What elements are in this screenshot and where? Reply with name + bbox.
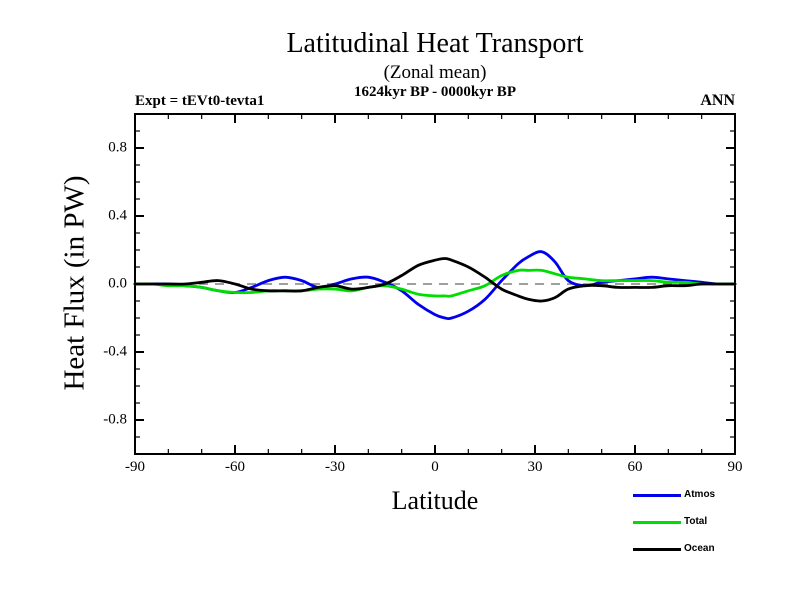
x-tick-label: 30 [527,459,543,475]
legend-label: Atmos [684,489,716,500]
experiment-label: Expt = tEVt0-tevta1 [135,93,265,109]
legend-label: Total [684,516,708,527]
legend-swatch-total [633,521,681,524]
x-tick-label: 90 [727,459,743,475]
chart-subtitle: (Zonal mean) [383,62,487,83]
x-tick-label: 0 [431,459,439,475]
series-line-ocean [133,257,737,303]
y-tick-label: -0.4 [103,343,127,360]
legend-item-ocean: Ocean [633,538,773,565]
legend-item-atmos: Atmos [633,484,773,511]
y-tick-label: 0.8 [108,139,127,156]
x-tick-label: -30 [325,459,345,475]
y-tick-label: 0.0 [108,275,127,292]
y-tick-label: -0.8 [103,411,127,428]
chart-title: Latitudinal Heat Transport [286,28,584,59]
y-tick-label: 0.4 [108,207,127,224]
x-tick-label: -90 [125,459,145,475]
plot-frame [134,113,736,455]
legend: Atmos Total Ocean [633,484,773,565]
legend-swatch-ocean [633,548,681,551]
x-axis-title: Latitude [391,486,479,515]
x-tick-label: -60 [225,459,245,475]
series-line-total [133,268,737,298]
legend-swatch-atmos [633,494,681,497]
chart-period: 1624kyr BP - 0000kyr BP [354,84,516,100]
legend-label: Ocean [684,543,715,554]
season-label: ANN [700,92,735,109]
x-tick-label: 60 [627,459,643,475]
legend-item-total: Total [633,511,773,538]
